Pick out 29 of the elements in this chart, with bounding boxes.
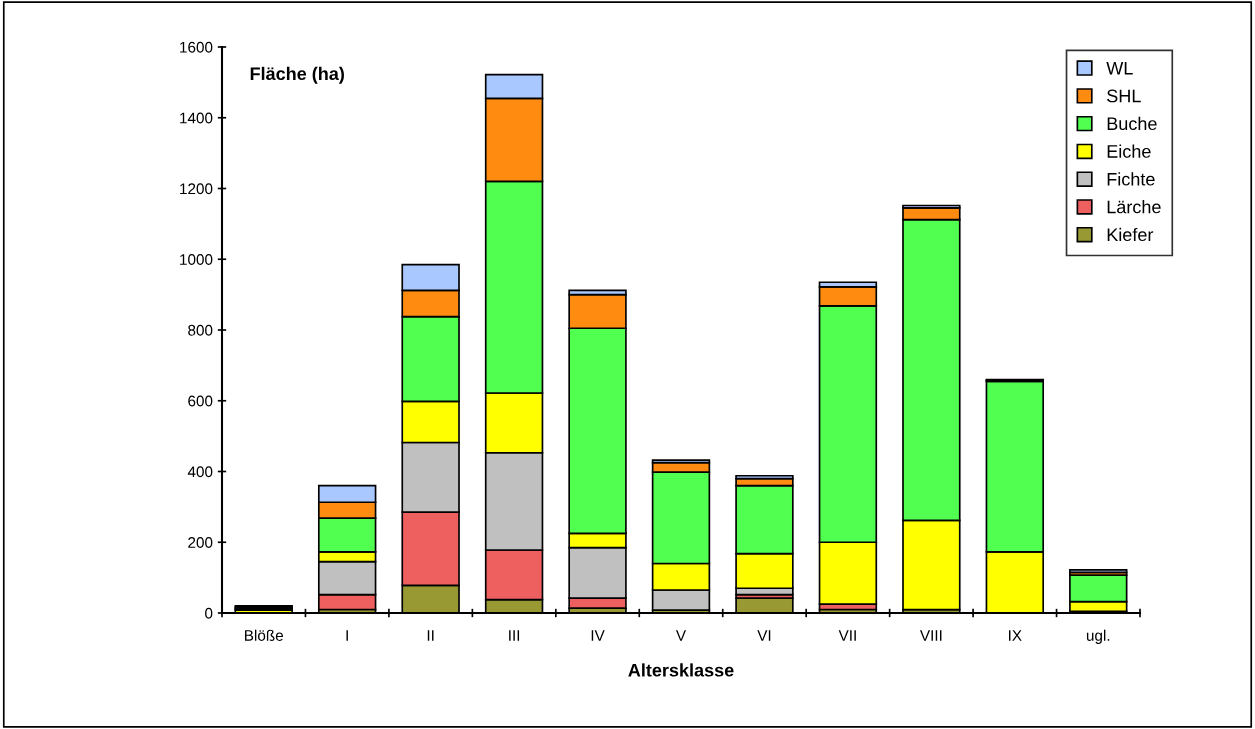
x-tick-label: IX	[1009, 630, 1022, 641]
legend-label: Eiche	[1107, 144, 1151, 158]
legend-label: Lärche	[1107, 200, 1161, 214]
x-tick-label: VII	[838, 630, 856, 641]
y-axis-title: Fläche (ha)	[250, 66, 344, 84]
y-tick-label: 200	[188, 537, 213, 548]
legend-label: SHL	[1107, 89, 1141, 103]
y-tick-label: 600	[188, 395, 213, 407]
x-tick-label: VIII	[919, 630, 942, 641]
legend-label: Fichte	[1107, 172, 1155, 186]
x-tick-label: IV	[591, 630, 605, 641]
y-tick-label: 1600	[180, 41, 213, 53]
y-tick-label: 1400	[180, 112, 213, 124]
legend-label: Kiefer	[1107, 227, 1154, 242]
x-tick-label: I	[346, 630, 348, 641]
x-tick-label: II	[427, 630, 434, 641]
x-tick-label: V	[675, 630, 687, 641]
y-tick-label: 1200	[180, 183, 213, 195]
y-tick-label: 800	[188, 324, 213, 336]
x-tick-label: Blöße	[245, 629, 283, 641]
y-tick-label: 0	[205, 607, 213, 619]
x-tick-label: III	[509, 630, 520, 641]
legend-label: Buche	[1107, 116, 1157, 131]
x-tick-label: VI	[757, 630, 771, 641]
x-tick-label: ugl.	[1086, 629, 1110, 644]
y-tick-label: 400	[187, 466, 213, 478]
legend-label: WL	[1106, 61, 1133, 75]
x-axis-title: Altersklasse	[628, 663, 734, 677]
y-tick-label: 1000	[180, 254, 213, 265]
